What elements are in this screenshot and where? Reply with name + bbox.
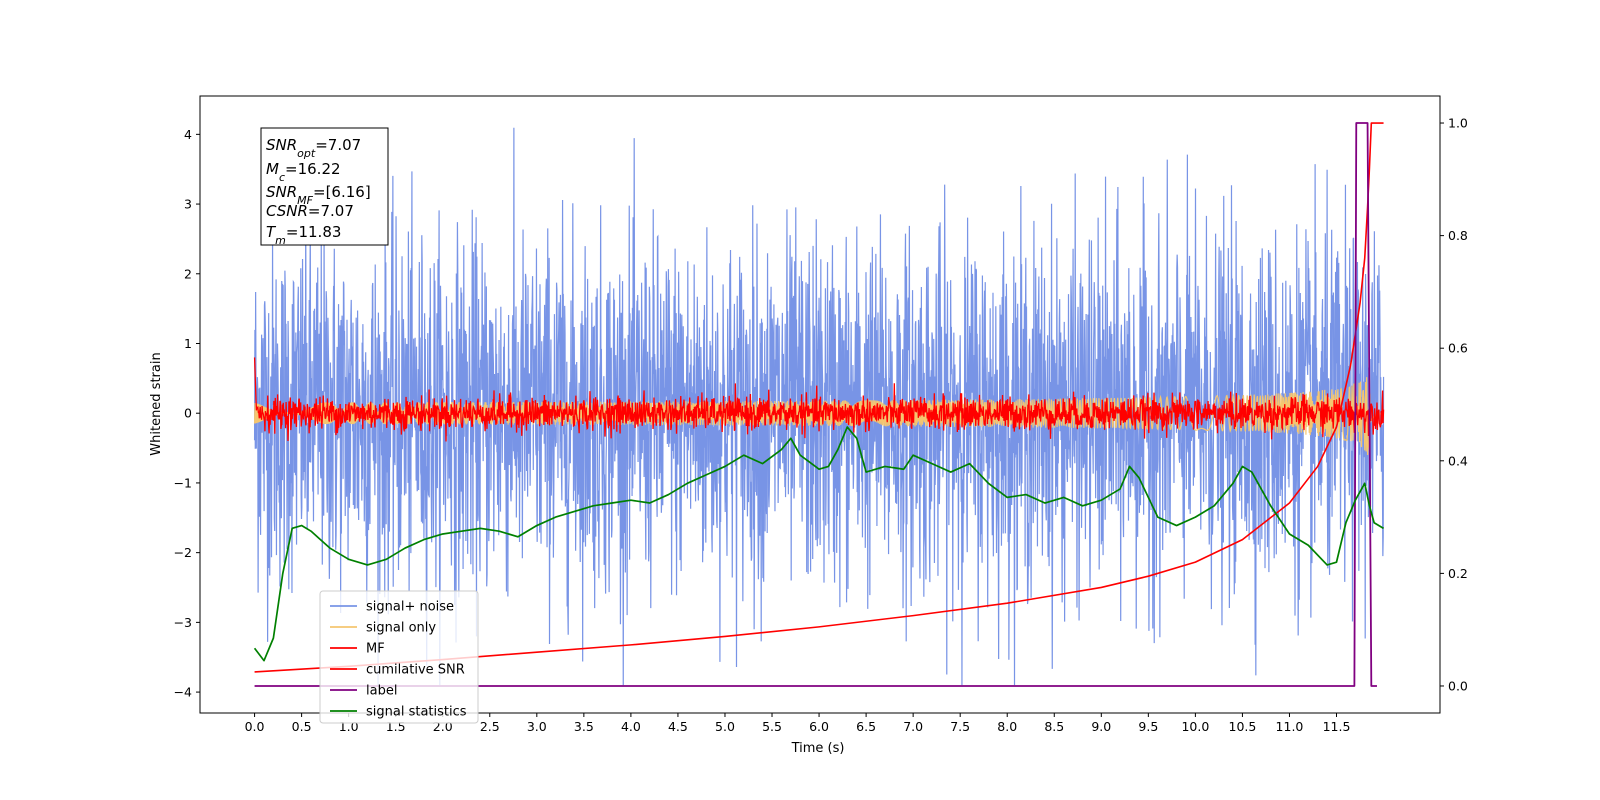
y-tick-label-left: 0	[184, 406, 192, 421]
y-tick-label-right: 1.0	[1448, 116, 1468, 131]
x-tick-label: 4.5	[668, 719, 688, 734]
annotation-csnr: CSNR=7.07	[266, 202, 354, 220]
legend-signal-noise-text: signal+ noise	[366, 600, 454, 615]
y-tick-label-right: 0.6	[1448, 341, 1468, 356]
x-tick-label: 9.0	[1091, 719, 1111, 734]
y-tick-label-left: 4	[184, 127, 192, 142]
x-tick-label: 6.5	[856, 719, 876, 734]
y-axis-label: Whitened strain	[149, 352, 164, 455]
y-tick-label-left: −3	[174, 615, 192, 630]
x-tick-label: 7.5	[950, 719, 970, 734]
series-signal-noise	[253, 127, 1385, 686]
series-cumulative-snr	[254, 122, 1384, 673]
x-tick-label: 7.0	[903, 719, 923, 734]
annotation-box: SNRopt=7.07 Mc=16.22 SNRMF=[6.16] CSNR=7…	[260, 127, 389, 247]
x-tick-label: 10.5	[1229, 719, 1257, 734]
legend: signal+ noise signal only MF cumilative SNR…	[319, 590, 479, 724]
series-mf	[253, 357, 1385, 442]
y-tick-label-left: −4	[174, 685, 192, 700]
annotation-tm: Tm=11.83	[266, 223, 341, 247]
annotation-snr-opt: SNRopt=7.07	[266, 136, 361, 160]
x-tick-label: 5.5	[762, 719, 782, 734]
x-tick-label: 2.5	[480, 719, 500, 734]
legend-signal-only-text: signal only	[366, 621, 436, 636]
y-tick-label-left: −1	[174, 475, 192, 490]
series-signal-statistics	[253, 426, 1384, 662]
annotation-snr-mf: SNRMF=[6.16]	[266, 183, 371, 207]
x-tick-label: 0.5	[292, 719, 312, 734]
x-tick-label: 11.5	[1323, 719, 1351, 734]
y-tick-label-right: 0.2	[1448, 566, 1468, 581]
y-tick-label-right: 0.8	[1448, 228, 1468, 243]
x-tick-label: 5.0	[715, 719, 735, 734]
series-label	[254, 122, 1377, 687]
y-tick-label-left: 3	[184, 197, 192, 212]
annotation-mc: Mc=16.22	[266, 160, 341, 184]
x-tick-label: 6.0	[809, 719, 829, 734]
x-tick-label: 3.0	[527, 719, 547, 734]
x-tick-label: 8.0	[997, 719, 1017, 734]
y-tick-label-left: 2	[184, 266, 192, 281]
y-tick-label-left: −2	[174, 545, 192, 560]
y-tick-label-left: 1	[184, 336, 192, 351]
x-tick-label: 11.0	[1276, 719, 1304, 734]
legend-mf-text: MF	[366, 642, 385, 657]
legend-cumulative-snr-text: cumilative SNR	[366, 663, 465, 678]
x-tick-label: 8.5	[1044, 719, 1064, 734]
x-tick-label: 9.5	[1138, 719, 1158, 734]
plot-frame	[199, 95, 1441, 714]
y-tick-label-right: 0.0	[1448, 678, 1468, 693]
x-tick-label: 10.0	[1181, 719, 1209, 734]
x-tick-label: 4.0	[621, 719, 641, 734]
y-tick-label-right: 0.4	[1448, 453, 1468, 468]
x-tick-label: 3.5	[574, 719, 594, 734]
legend-signal-statistics-text: signal statistics	[366, 705, 467, 720]
legend-label-text: label	[366, 684, 397, 699]
x-tick-label: 0.0	[245, 719, 265, 734]
x-axis-label: Time (s)	[791, 741, 845, 756]
